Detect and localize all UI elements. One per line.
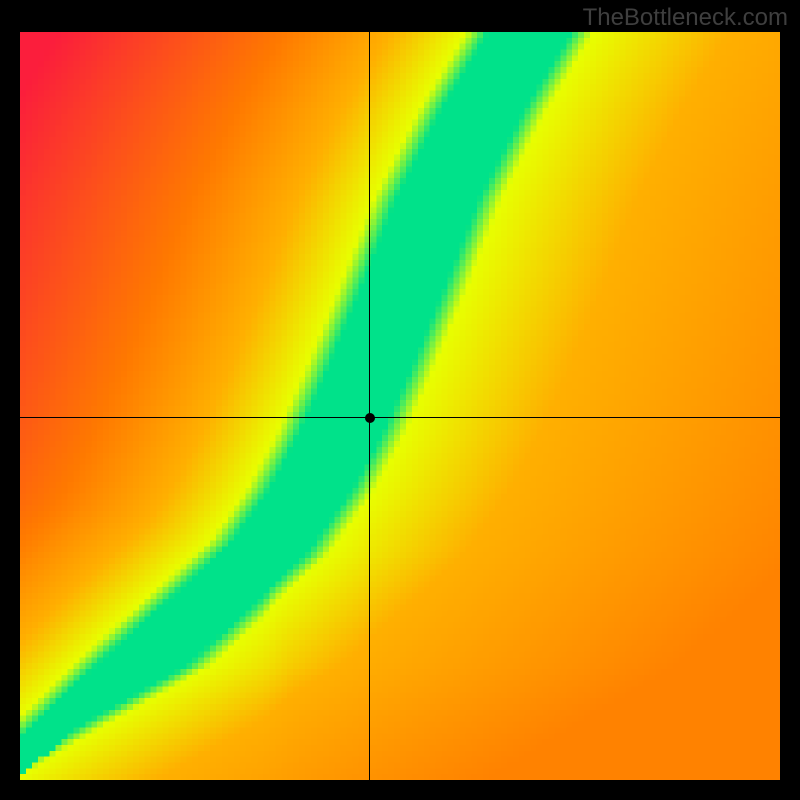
crosshair-vertical bbox=[369, 32, 370, 780]
chart-frame: TheBottleneck.com bbox=[0, 0, 800, 800]
crosshair-horizontal bbox=[20, 417, 780, 418]
bottleneck-heatmap bbox=[20, 32, 780, 780]
target-point bbox=[365, 413, 375, 423]
watermark-text: TheBottleneck.com bbox=[583, 4, 788, 32]
plot-area bbox=[20, 32, 780, 780]
